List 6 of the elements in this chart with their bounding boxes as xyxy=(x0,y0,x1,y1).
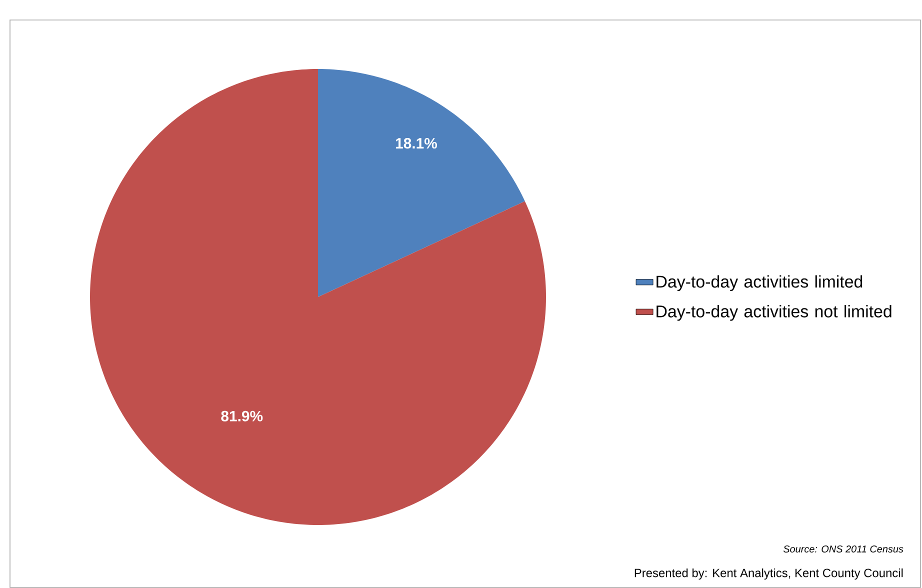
legend-label: Day-to-day activities limited xyxy=(656,275,862,292)
source-note: Source: ONS 2011 Census xyxy=(783,545,904,553)
text: Presented by: Kent Analytics, Kent County Council xyxy=(634,568,903,580)
data-label: 81.9% xyxy=(221,410,263,422)
data-label: 18.1% xyxy=(396,138,438,149)
legend-label: Day-to-day activities not limited xyxy=(656,305,892,321)
